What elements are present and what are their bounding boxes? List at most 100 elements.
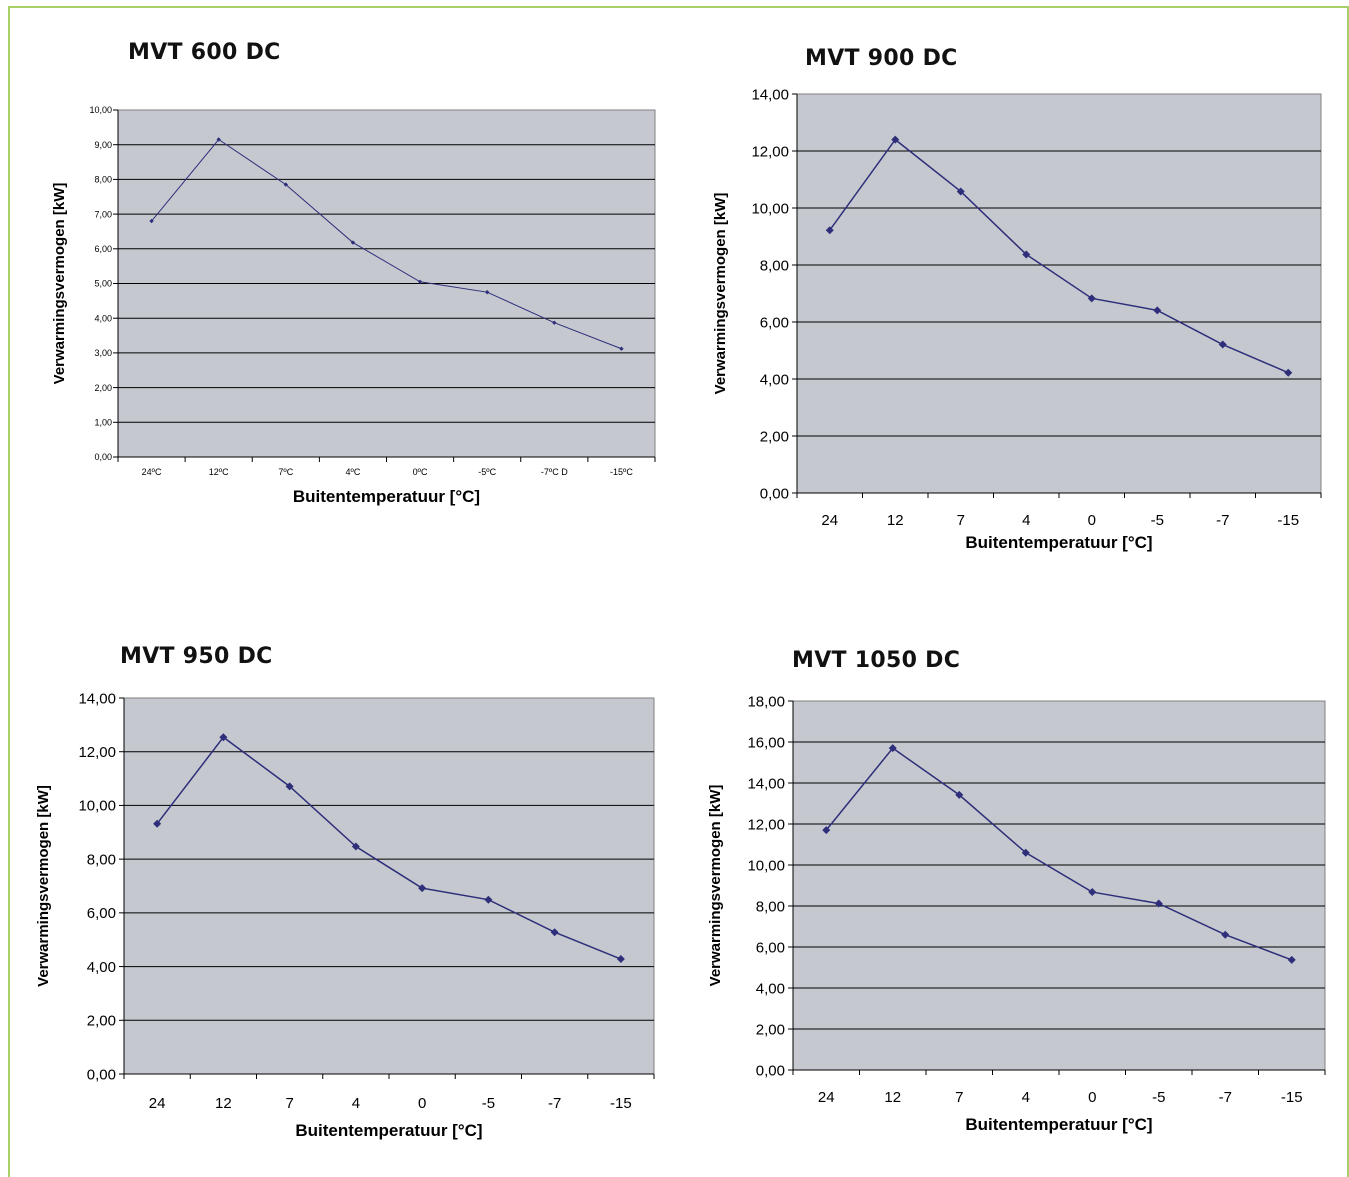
data-point xyxy=(1154,899,1163,908)
data-point xyxy=(550,928,559,937)
data-point xyxy=(1284,368,1293,377)
data-point xyxy=(619,346,624,351)
y-tick-label: 10,00 xyxy=(747,857,785,874)
x-tick-label: 24 xyxy=(818,1089,835,1106)
x-tick-label: 7ºC xyxy=(278,467,293,477)
y-tick-label: 7,00 xyxy=(94,209,112,219)
data-point xyxy=(825,226,834,235)
chart-title: MVT 950 DC xyxy=(120,644,273,669)
y-tick-label: 2,00 xyxy=(87,1013,116,1030)
x-tick-label: 4ºC xyxy=(346,467,361,477)
y-tick-label: 0,00 xyxy=(87,1066,116,1083)
y-tick-label: 3,00 xyxy=(94,348,112,358)
y-tick-label: 6,00 xyxy=(87,905,116,922)
y-tick-label: 6,00 xyxy=(760,314,789,331)
x-tick-label: -15 xyxy=(1281,1089,1303,1106)
x-tick-label: 0 xyxy=(418,1095,426,1112)
plot-area xyxy=(792,700,1326,1071)
x-tick-label: -15 xyxy=(1277,512,1299,529)
x-tick-label: 7 xyxy=(285,1095,293,1112)
x-tick-label: 7 xyxy=(957,512,965,529)
data-point xyxy=(216,137,221,142)
x-tick-label: 24 xyxy=(821,512,838,529)
x-tick-label: -7 xyxy=(1219,1089,1232,1106)
data-point xyxy=(1221,930,1230,939)
series-line xyxy=(829,138,1289,374)
data-point xyxy=(888,744,897,753)
y-tick-label: 0,00 xyxy=(760,485,789,502)
data-point xyxy=(1287,955,1296,964)
y-tick-label: 14,00 xyxy=(78,690,116,707)
x-tick-label: 4 xyxy=(1022,1089,1030,1106)
data-point xyxy=(1022,250,1031,259)
y-tick-label: 10,00 xyxy=(89,105,112,115)
x-tick-label: 12 xyxy=(884,1089,901,1106)
data-point xyxy=(351,842,360,851)
series-line xyxy=(156,736,622,960)
data-point xyxy=(1153,306,1162,315)
y-tick-label: 4,00 xyxy=(756,980,785,997)
y-tick-label: 10,00 xyxy=(751,200,789,217)
x-tick-label: -7 xyxy=(1216,512,1229,529)
x-tick-label: -5 xyxy=(1152,1089,1165,1106)
y-tick-label: 1,00 xyxy=(94,417,112,427)
y-axis-label: Verwarmingsvermogen [kW] xyxy=(35,785,52,987)
x-tick-label: 12 xyxy=(887,512,904,529)
data-point xyxy=(418,884,427,893)
data-point xyxy=(350,240,356,245)
y-tick-label: 9,00 xyxy=(94,140,112,150)
data-point xyxy=(1021,848,1030,857)
series-line xyxy=(151,138,622,350)
y-tick-label: 8,00 xyxy=(760,257,789,274)
chart-mvt-600-dc: 0,00 1,00 2,00 3,00 4,00 5,00 6,00 7,00 8,00 9,00… xyxy=(51,105,656,506)
data-point xyxy=(891,135,900,144)
y-tick-label: 12,00 xyxy=(751,143,789,160)
y-tick-label: 14,00 xyxy=(751,86,789,103)
x-tick-label: -7 xyxy=(548,1095,561,1112)
data-point xyxy=(822,826,831,835)
y-tick-label: 12,00 xyxy=(747,816,785,833)
data-point xyxy=(484,895,493,904)
y-tick-label: 6,00 xyxy=(94,244,112,254)
data-point xyxy=(219,733,228,742)
x-axis-label: Buitentemperatuur [°C] xyxy=(965,533,1152,552)
chart-mvt-1050-dc: 0,00 2,00 4,00 6,00 8,00 10,00 12,00 14,00 16,00… xyxy=(707,693,1326,1134)
y-tick-label: 18,00 xyxy=(747,693,785,710)
x-axis-label: Buitentemperatuur [°C] xyxy=(293,487,480,506)
data-point xyxy=(149,218,154,224)
x-tick-label: 0ºC xyxy=(413,467,428,477)
y-tick-label: 2,00 xyxy=(760,428,789,445)
series-line xyxy=(825,747,1293,961)
y-tick-label: 16,00 xyxy=(747,734,785,751)
x-tick-label: 0 xyxy=(1088,512,1096,529)
data-point xyxy=(552,320,557,325)
y-tick-label: 8,00 xyxy=(94,175,112,185)
y-tick-label: 4,00 xyxy=(760,371,789,388)
chart-title: MVT 900 DC xyxy=(805,46,958,71)
y-tick-label: 14,00 xyxy=(747,775,785,792)
x-tick-label: 24 xyxy=(149,1095,166,1112)
chart-title: MVT 600 DC xyxy=(128,40,281,65)
x-tick-label: -5 xyxy=(482,1095,495,1112)
chart-mvt-950-dc: 0,00 2,00 4,00 6,00 8,00 10,00 12,00 14,00 24 12 7… xyxy=(35,690,655,1140)
chart-mvt-900-dc: 0,00 2,00 4,00 6,00 8,00 10,00 12,00 14,00 24 12 7… xyxy=(712,86,1322,552)
y-tick-label: 12,00 xyxy=(78,744,116,761)
y-tick-label: 2,00 xyxy=(94,383,112,393)
x-axis-label: Buitentemperatuur [°C] xyxy=(965,1115,1152,1134)
data-point xyxy=(417,279,423,284)
y-tick-label: 5,00 xyxy=(94,279,112,289)
x-tick-label: 24ºC xyxy=(142,467,162,477)
data-point xyxy=(283,182,289,187)
data-point xyxy=(616,955,625,964)
data-point xyxy=(484,289,490,295)
y-axis-label: Verwarmingsvermogen [kW] xyxy=(712,193,729,395)
y-tick-label: 8,00 xyxy=(756,898,785,915)
x-tick-label: -7ºC D xyxy=(541,467,568,477)
chart-title: MVT 1050 DC xyxy=(792,648,961,673)
data-point xyxy=(1088,888,1097,897)
x-tick-label: -15 xyxy=(610,1095,632,1112)
y-tick-label: 6,00 xyxy=(756,939,785,956)
y-tick-label: 0,00 xyxy=(756,1062,785,1079)
page-frame xyxy=(8,6,1349,1177)
x-tick-label: 12ºC xyxy=(209,467,229,477)
